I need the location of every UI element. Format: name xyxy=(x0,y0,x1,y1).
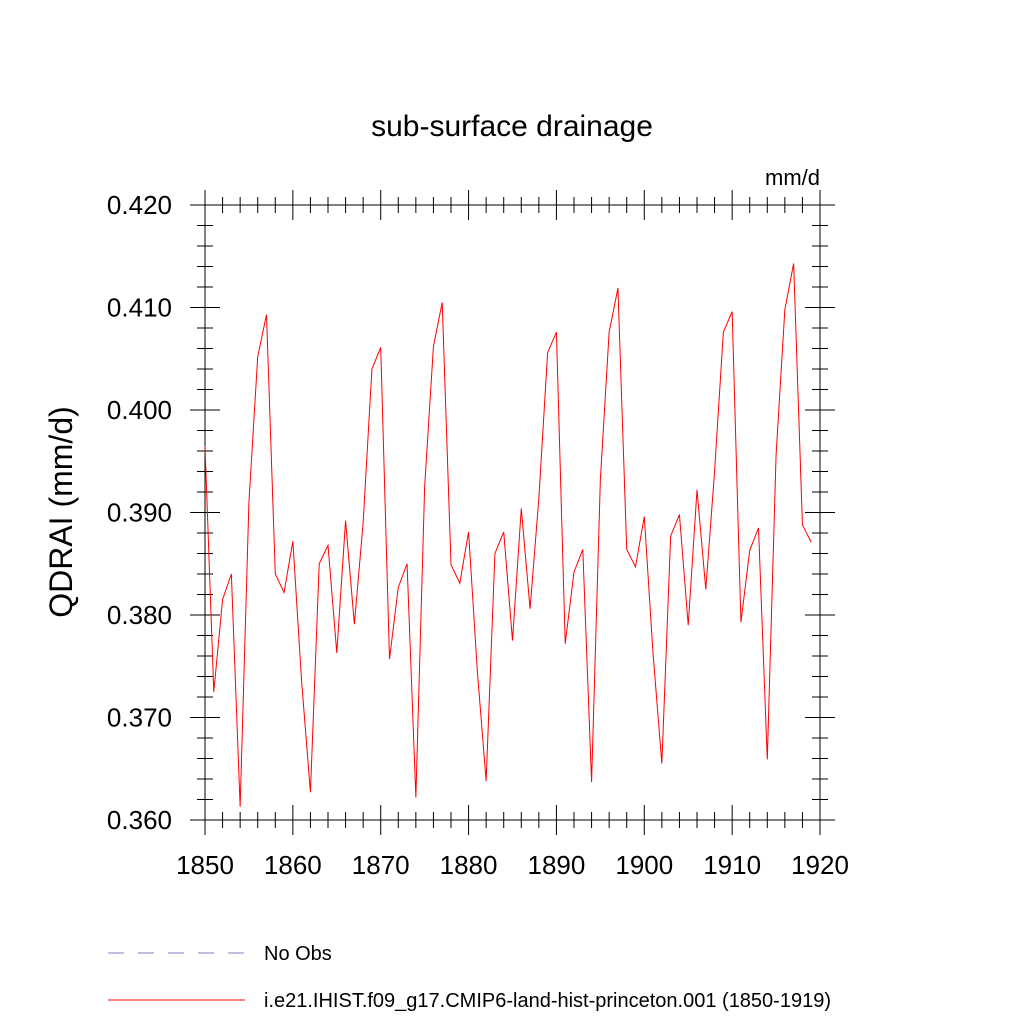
data-point xyxy=(573,571,575,573)
data-point xyxy=(731,310,733,312)
legend: No Obs i.e21.IHIST.f09_g17.CMIP6-land-hi… xyxy=(108,943,831,1012)
data-point xyxy=(494,552,496,554)
data-point xyxy=(652,653,654,655)
data-point xyxy=(485,780,487,782)
data-point xyxy=(213,691,215,693)
x-tick-label: 1910 xyxy=(703,850,761,880)
data-point xyxy=(669,535,671,537)
data-point xyxy=(467,531,469,533)
data-point xyxy=(643,515,645,517)
x-tick-label: 1890 xyxy=(528,850,586,880)
data-point xyxy=(327,544,329,546)
x-tick-label: 1920 xyxy=(791,850,849,880)
data-point xyxy=(248,501,250,503)
y-tick-label: 0.400 xyxy=(107,395,172,425)
data-point xyxy=(801,524,803,526)
data-point xyxy=(705,588,707,590)
data-point xyxy=(406,563,408,565)
units-label: mm/d xyxy=(765,165,820,190)
y-tick-label: 0.360 xyxy=(107,805,172,835)
data-point xyxy=(766,758,768,760)
data-point xyxy=(336,652,338,654)
data-point xyxy=(415,796,417,798)
data-point xyxy=(775,454,777,456)
data-point xyxy=(503,531,505,533)
data-point xyxy=(590,781,592,783)
y-tick-label: 0.390 xyxy=(107,498,172,528)
data-point xyxy=(722,331,724,333)
data-point xyxy=(582,548,584,550)
y-tick-label: 0.410 xyxy=(107,293,172,323)
data-point xyxy=(353,623,355,625)
data-point xyxy=(608,331,610,333)
data-point xyxy=(441,301,443,303)
data-point xyxy=(318,563,320,565)
data-point xyxy=(344,520,346,522)
data-point xyxy=(239,805,241,807)
data-point xyxy=(740,621,742,623)
series-line-0 xyxy=(204,263,812,807)
data-point xyxy=(599,479,601,481)
legend-label-no-obs: No Obs xyxy=(264,943,332,965)
data-point xyxy=(520,507,522,509)
chart-title: sub-surface drainage xyxy=(371,110,653,143)
data-point xyxy=(555,331,557,333)
data-point xyxy=(696,489,698,491)
data-point xyxy=(204,445,206,447)
data-point xyxy=(362,522,364,524)
data-point xyxy=(678,513,680,515)
data-point xyxy=(397,586,399,588)
tick-labels: 1850 1860 1870 1880 1890 1900 1910 1920 0.360 0.3… xyxy=(107,190,849,880)
data-point xyxy=(371,368,373,370)
data-point xyxy=(283,591,285,593)
x-tick-label: 1850 xyxy=(176,850,234,880)
data-point xyxy=(757,527,759,529)
data-point xyxy=(810,541,812,543)
y-tick-label: 0.380 xyxy=(107,600,172,630)
data-point xyxy=(221,598,223,600)
data-point xyxy=(274,573,276,575)
data-point xyxy=(292,540,294,542)
data-point xyxy=(546,351,548,353)
data-point xyxy=(687,624,689,626)
data-point xyxy=(792,262,794,264)
data-point xyxy=(784,308,786,310)
series-layer xyxy=(204,262,812,807)
x-tick-label: 1860 xyxy=(264,850,322,880)
data-point xyxy=(423,486,425,488)
data-point xyxy=(661,762,663,764)
plot-frame xyxy=(204,204,821,821)
legend-label-series: i.e21.IHIST.f09_g17.CMIP6-land-hist-prin… xyxy=(264,990,831,1012)
data-point xyxy=(230,573,232,575)
x-tick-label: 1870 xyxy=(352,850,410,880)
data-point xyxy=(617,287,619,289)
data-point xyxy=(749,549,751,551)
data-point xyxy=(265,313,267,315)
data-point xyxy=(529,608,531,610)
data-point xyxy=(309,791,311,793)
y-axis-label: QDRAI (mm/d) xyxy=(43,406,79,618)
data-point xyxy=(380,346,382,348)
x-tick-label: 1880 xyxy=(440,850,498,880)
data-point xyxy=(626,548,628,550)
data-point xyxy=(388,658,390,660)
data-point xyxy=(634,566,636,568)
data-point xyxy=(538,497,540,499)
data-point xyxy=(713,470,715,472)
data-point xyxy=(257,356,259,358)
y-tick-label: 0.420 xyxy=(107,190,172,220)
data-point xyxy=(432,345,434,347)
data-point xyxy=(564,643,566,645)
x-tick-label: 1900 xyxy=(615,850,673,880)
data-point xyxy=(511,639,513,641)
data-point xyxy=(459,582,461,584)
data-point xyxy=(476,670,478,672)
y-tick-label: 0.370 xyxy=(107,703,172,733)
data-point xyxy=(450,564,452,566)
data-point xyxy=(300,680,302,682)
